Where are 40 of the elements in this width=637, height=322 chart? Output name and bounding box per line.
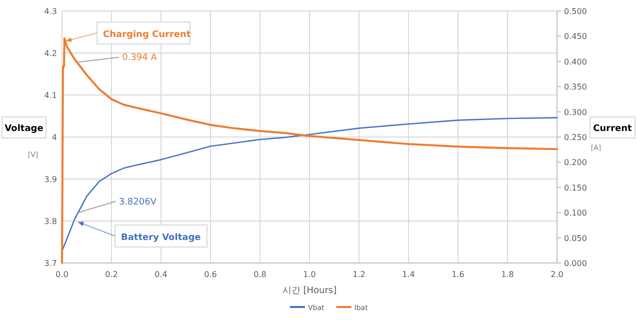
y-tick-label: 3.9 <box>44 175 57 184</box>
y2-tick-label: 0.400 <box>564 57 587 66</box>
x-tick-label: 0.2 <box>105 270 118 279</box>
y2-tick-label: 0.150 <box>564 183 587 192</box>
x-tick-label: 0.0 <box>56 270 68 279</box>
y-tick-label: 4 <box>52 133 57 142</box>
x-tick-label: 1.6 <box>452 270 464 279</box>
annotation: Charging Current <box>66 22 191 44</box>
annotation: 3.8206V <box>118 197 158 208</box>
y2-tick-label: 0.250 <box>564 133 587 142</box>
y2-tick-label: 0.350 <box>564 82 587 92</box>
x-tick-label: 1.0 <box>303 270 316 279</box>
annotation: 0.394 A <box>122 53 158 64</box>
y-tick-label: 4.1 <box>44 91 57 100</box>
y-tick-label: 3.8 <box>44 217 57 226</box>
annotation: 0.394 A <box>76 53 157 64</box>
x-tick-label: 1.2 <box>352 270 366 279</box>
y-tick-label: 3.7 <box>44 259 57 268</box>
annotation: Battery Voltage <box>121 233 201 243</box>
y2-tick-label: 0.450 <box>564 32 587 42</box>
x-tick-label: 0.8 <box>254 270 266 279</box>
y-axis-title: Voltage <box>4 124 44 134</box>
y-tick-label: 4.2 <box>44 49 57 58</box>
y2-tick-label: 0.300 <box>564 108 587 117</box>
x-tick-label: 1.4 <box>402 270 415 279</box>
annotation: Charging Current <box>103 30 192 40</box>
y2-axis-title: Current <box>593 124 633 134</box>
y2-tick-label: 0.000 <box>564 259 587 268</box>
y2-tick-label: 0.050 <box>564 234 587 243</box>
x-tick-label: 0.6 <box>204 270 217 279</box>
x-axis-title: 시간 [Hours] <box>282 286 337 296</box>
x-tick-label: 1.8 <box>501 270 514 279</box>
y-tick-label: 4.3 <box>44 7 57 16</box>
y2-tick-label: 0.100 <box>564 208 587 218</box>
y2-tick-label: 0.200 <box>564 158 587 168</box>
annotation: 3.8206V <box>78 197 156 213</box>
annotation: Battery Voltage <box>78 222 208 248</box>
x-tick-label: 0.4 <box>154 270 168 279</box>
y2-tick-label: 0.500 <box>564 7 587 16</box>
x-tick-label: 2.0 <box>550 270 564 279</box>
